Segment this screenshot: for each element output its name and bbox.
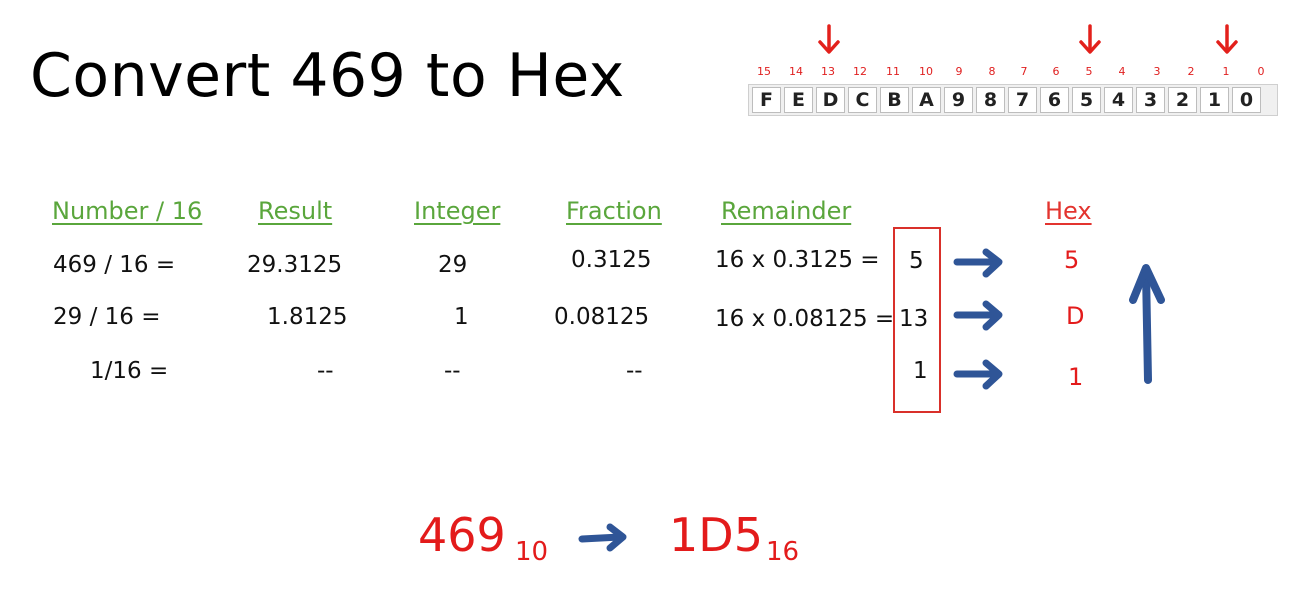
hex-digit-cell: 7 — [1008, 87, 1037, 113]
conversion-to-base: 16 — [766, 537, 800, 567]
hex-index-label: 9 — [955, 65, 963, 78]
header-number: Number / 16 — [52, 197, 203, 225]
header-hex: Hex — [1045, 197, 1092, 225]
hex-index-label: 7 — [1020, 65, 1028, 78]
hex-digit-cell: D — [816, 87, 845, 113]
arrow-down-icon — [1079, 24, 1101, 54]
hex-index-label: 13 — [821, 65, 835, 78]
header-integer: Integer — [414, 197, 501, 225]
hex-index-label: 14 — [789, 65, 803, 78]
page-title: Convert 469 to Hex — [30, 41, 625, 111]
row-result: 1.8125 — [267, 304, 348, 330]
hex-digit-strip: F E D C B A 9 8 7 6 5 4 3 2 1 0 — [748, 84, 1278, 116]
row-remainder-expr: 16 x 0.08125 = — [715, 306, 895, 332]
conversion-from-base: 10 — [515, 537, 549, 567]
hex-digit-cell: 8 — [976, 87, 1005, 113]
hex-digit-cell: 4 — [1104, 87, 1133, 113]
hex-digit-cell: 2 — [1168, 87, 1197, 113]
row-remainder: 5 — [909, 248, 924, 274]
row-fraction: 0.3125 — [571, 247, 652, 273]
row-remainder: 1 — [913, 358, 928, 384]
arrow-right-icon — [953, 248, 1003, 278]
hex-digit-cell: B — [880, 87, 909, 113]
row-result: -- — [317, 358, 334, 384]
hex-digit-cell: 1 — [1200, 87, 1229, 113]
hex-digit-cell: E — [784, 87, 813, 113]
hex-index-label: 8 — [988, 65, 996, 78]
hex-index-label: 4 — [1118, 65, 1126, 78]
arrow-right-icon — [953, 359, 1003, 390]
header-fraction: Fraction — [566, 197, 662, 225]
row-remainder: 13 — [899, 306, 929, 332]
hex-digit-cell: 3 — [1136, 87, 1165, 113]
hex-digit-cell: A — [912, 87, 941, 113]
hex-index-label: 2 — [1187, 65, 1195, 78]
row-hex: 5 — [1064, 246, 1080, 274]
row-fraction: 0.08125 — [554, 304, 650, 330]
hex-digit-cell: 6 — [1040, 87, 1069, 113]
hex-index-label: 12 — [853, 65, 867, 78]
hex-index-label: 11 — [886, 65, 900, 78]
row-number: 1/16 = — [90, 358, 169, 384]
header-result: Result — [258, 197, 333, 225]
hex-index-label: 1 — [1222, 65, 1230, 78]
header-remainder: Remainder — [721, 197, 852, 225]
arrow-down-icon — [818, 24, 840, 54]
hex-index-label: 3 — [1153, 65, 1161, 78]
row-hex: D — [1066, 302, 1085, 330]
row-number: 29 / 16 = — [53, 304, 161, 330]
hex-digit-cell: 5 — [1072, 87, 1101, 113]
row-integer: -- — [444, 358, 461, 384]
conversion-from-value: 469 — [418, 508, 506, 562]
hex-index-label: 15 — [757, 65, 771, 78]
hex-digit-cell: F — [752, 87, 781, 113]
row-integer: 29 — [438, 252, 468, 278]
row-remainder-expr: 16 x 0.3125 = — [715, 247, 880, 273]
row-integer: 1 — [454, 304, 469, 330]
hex-index-label: 10 — [919, 65, 933, 78]
row-number: 469 / 16 = — [53, 252, 176, 278]
hex-digit-cell: C — [848, 87, 877, 113]
arrow-right-icon — [578, 523, 627, 552]
row-hex: 1 — [1068, 363, 1084, 391]
arrow-right-icon — [953, 300, 1003, 331]
hex-digit-cell: 9 — [944, 87, 973, 113]
hex-index-label: 6 — [1052, 65, 1060, 78]
arrow-down-icon — [1216, 24, 1238, 54]
conversion-to-value: 1D5 — [669, 508, 763, 562]
hex-index-label: 0 — [1257, 65, 1265, 78]
arrow-up-icon — [1129, 264, 1165, 384]
remainder-highlight-box — [893, 227, 941, 413]
hex-index-label: 5 — [1085, 65, 1093, 78]
row-fraction: -- — [626, 358, 643, 384]
row-result: 29.3125 — [247, 252, 343, 278]
index-marker-arrows — [818, 24, 1238, 54]
hex-digit-cell: 0 — [1232, 87, 1261, 113]
